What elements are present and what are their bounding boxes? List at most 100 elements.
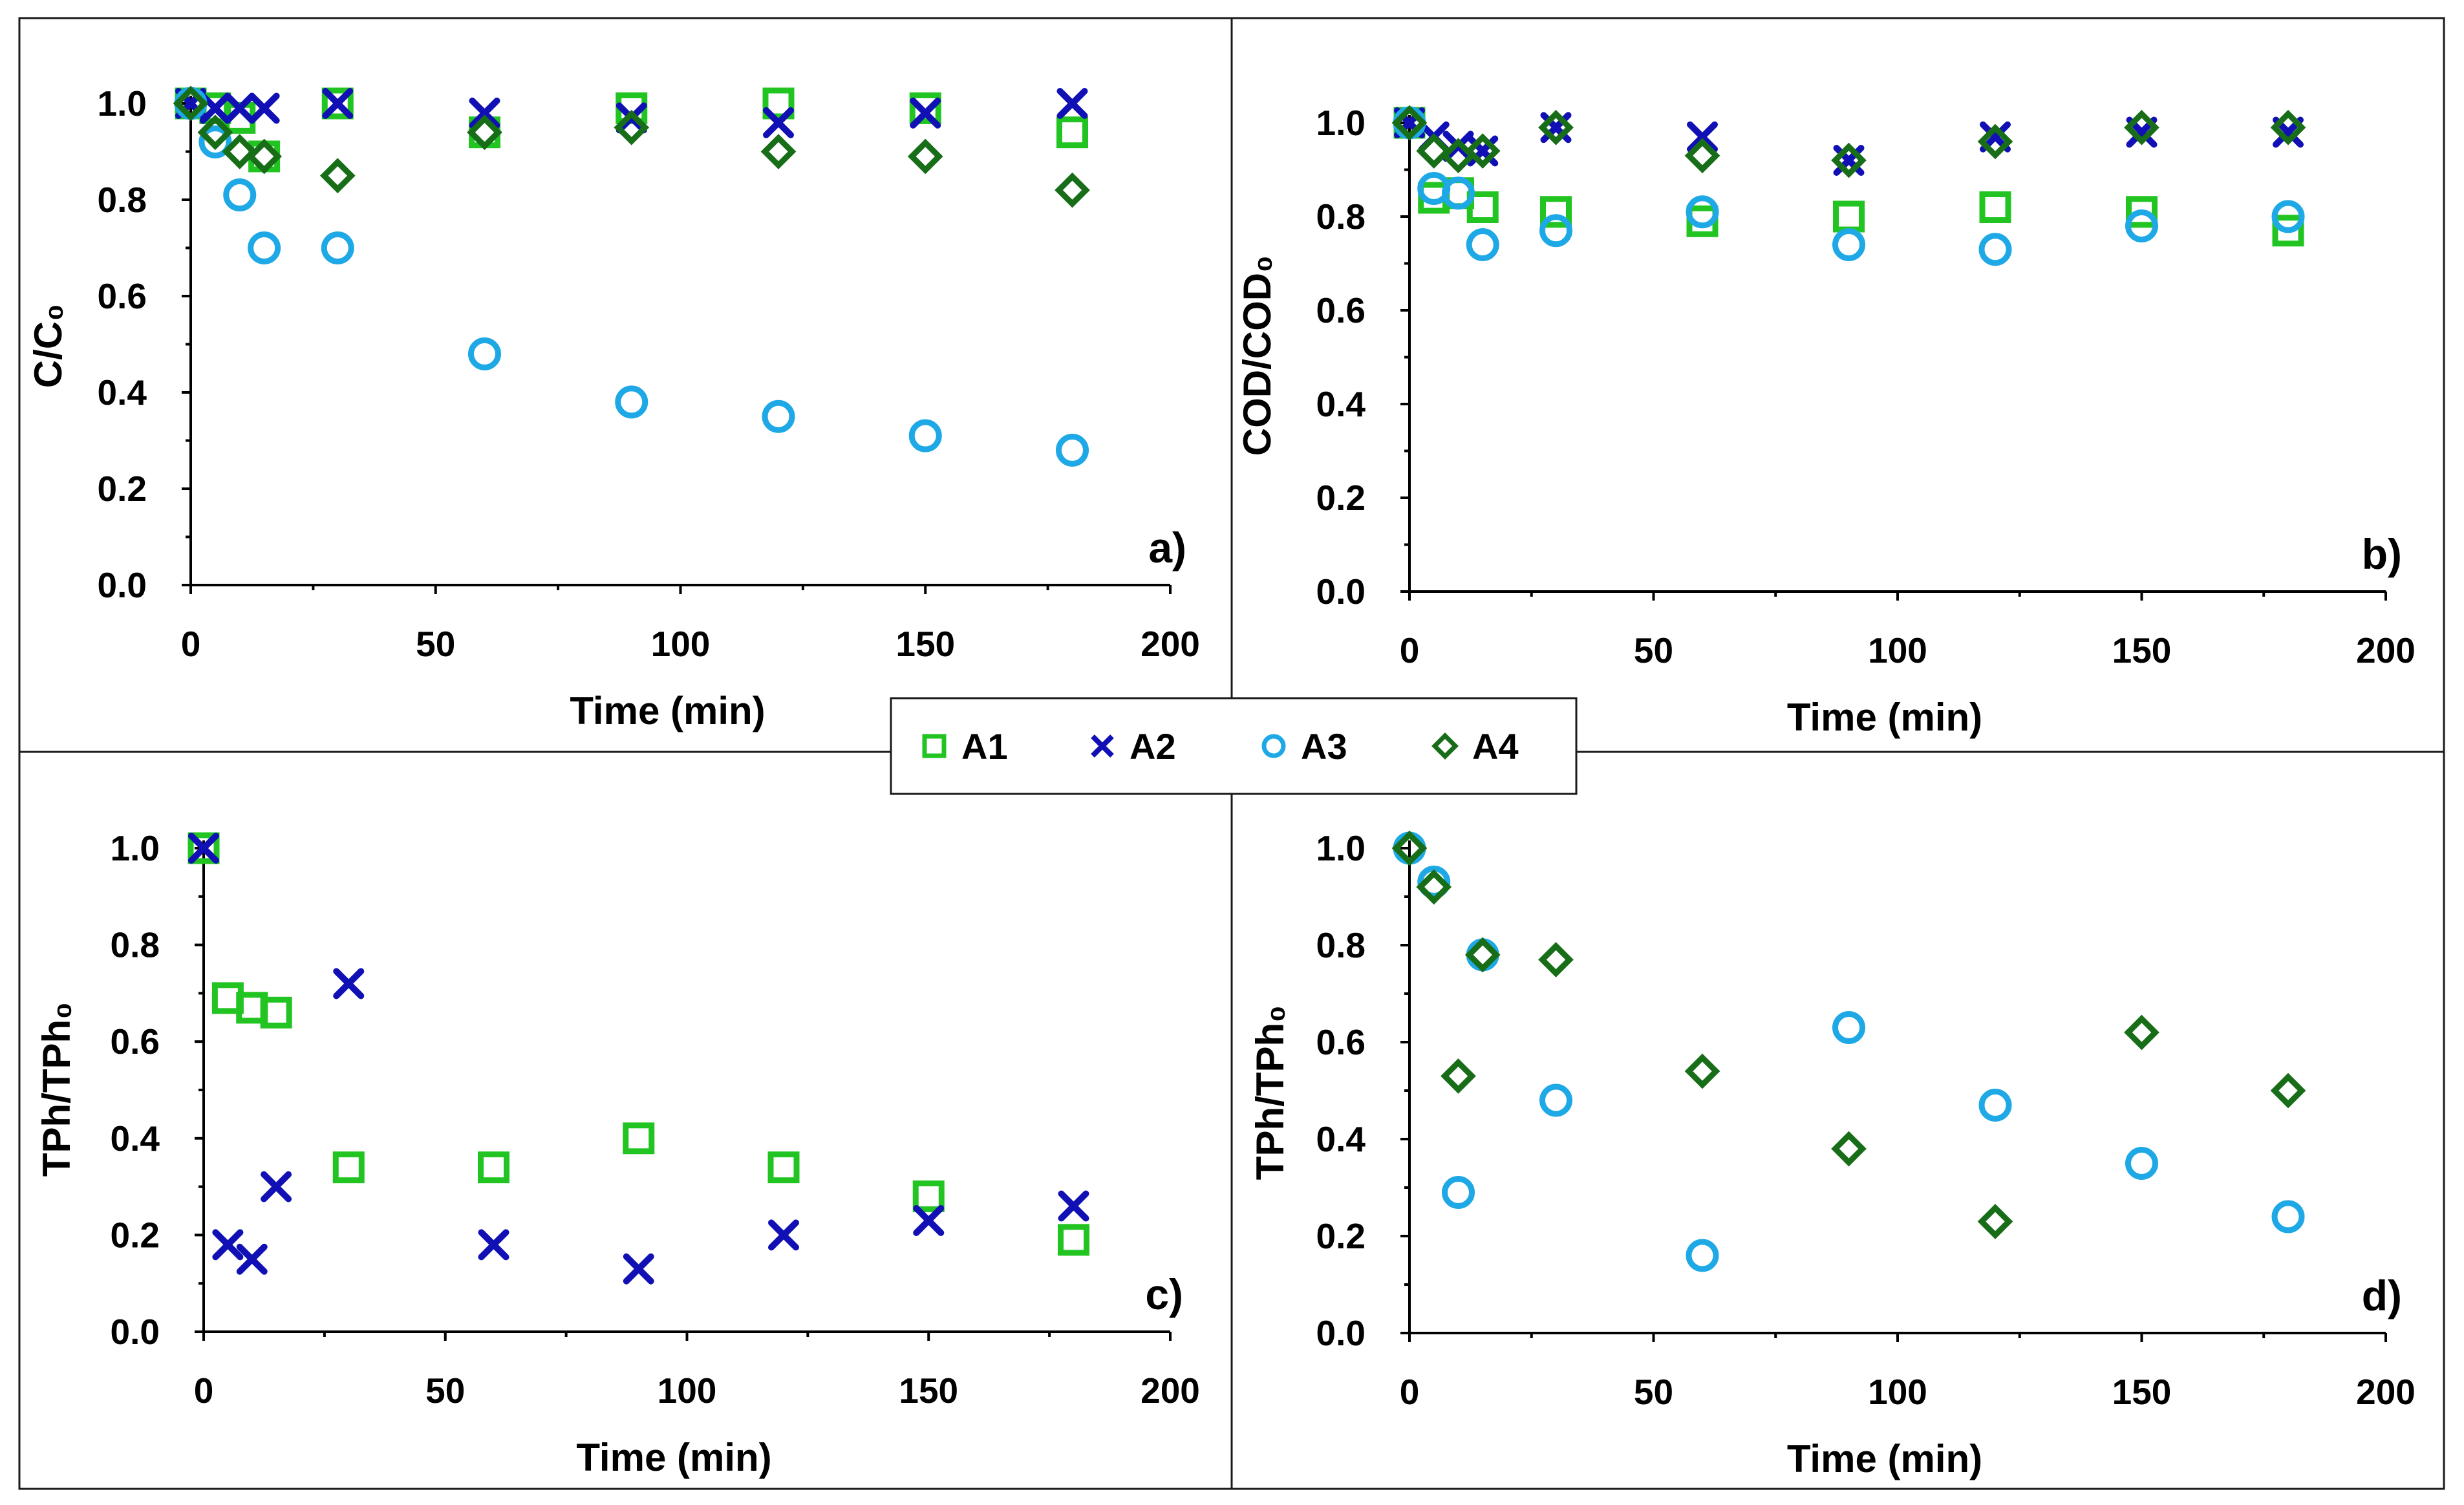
- x-tick-label: 100: [651, 624, 711, 664]
- x-tick-label: 150: [899, 1371, 958, 1411]
- x-tick-label: 200: [1141, 1371, 1200, 1411]
- x-tick-label: 50: [416, 624, 455, 664]
- data-point-a3: [1832, 1011, 1865, 1044]
- data-point-a3: [198, 125, 232, 159]
- data-point-a4: [1391, 830, 1428, 866]
- panel-label: d): [2362, 1272, 2402, 1319]
- data-point-a2: [333, 968, 365, 999]
- data-point-a4: [1464, 937, 1501, 973]
- data-point-a3: [1686, 195, 1719, 229]
- data-point-a2: [763, 107, 794, 138]
- data-point-a2: [322, 88, 354, 119]
- y-tick-label: 0.0: [1316, 571, 1366, 612]
- y-tick-label: 0.0: [98, 565, 147, 605]
- data-point-a1: [767, 1151, 800, 1184]
- legend-label-a4: A4: [1472, 726, 1519, 767]
- data-point-a4: [173, 85, 209, 122]
- data-point-a2: [1058, 1190, 1089, 1222]
- data-point-a2: [469, 97, 500, 129]
- data-point-a3: [1539, 1083, 1572, 1117]
- y-tick-label: 0.6: [111, 1021, 160, 1062]
- y-tick-label: 1.0: [1316, 828, 1366, 868]
- x-tick-label: 100: [658, 1371, 717, 1411]
- y-tick-label: 0.0: [1316, 1313, 1366, 1353]
- data-point-a4: [907, 138, 943, 175]
- y-tick-label: 1.0: [1316, 103, 1366, 143]
- y-tick-label: 0.6: [1316, 290, 1366, 330]
- data-point-a2: [1056, 88, 1088, 119]
- data-point-a4: [1055, 172, 1090, 208]
- data-point-a3: [2271, 200, 2305, 233]
- x-tick-label: 200: [2356, 630, 2416, 670]
- y-tick-label: 0.8: [111, 925, 160, 965]
- legend-entry-a1: A1: [922, 726, 1008, 767]
- data-point-a4: [2124, 1014, 2159, 1051]
- panel-label: c): [1145, 1270, 1183, 1318]
- x-axis-title: Time (min): [1787, 696, 1982, 739]
- data-point-a3: [1442, 1176, 1475, 1209]
- data-point-a2: [768, 1219, 799, 1251]
- data-point-a2: [199, 92, 231, 124]
- data-point-a3: [1539, 214, 1572, 248]
- panels-layer: 0.0 0.2 0.4 0.6 0.8 1.0 0 50 100 150 200 Time (min)…: [18, 17, 2445, 1490]
- data-point-a1: [478, 1151, 509, 1184]
- data-point-a4: [1684, 138, 1720, 174]
- y-tick-label: 0.4: [98, 372, 147, 412]
- data-point-a1: [1540, 196, 1572, 228]
- y-tick-label: 0.2: [1316, 478, 1366, 518]
- panel-label: b): [2362, 530, 2402, 578]
- data-point-a3: [615, 385, 648, 419]
- series-A4: [1391, 830, 2306, 1239]
- series-A4: [1391, 105, 2306, 178]
- x-tick-label: 0: [194, 1371, 214, 1411]
- chart-panel-b: 0.0 0.2 0.4 0.6 0.8 1.0 0 50 100 150 200 Time (min)…: [1230, 17, 2445, 753]
- y-tick-label: 0.8: [98, 180, 147, 220]
- data-point-a1: [1058, 1224, 1089, 1256]
- data-point-a4: [2270, 1073, 2306, 1109]
- legend-marker-a4: [1431, 732, 1459, 760]
- legend-marker-a1: [922, 734, 947, 758]
- data-point-a4: [2270, 109, 2306, 145]
- y-tick-label: 0.8: [1316, 925, 1366, 965]
- x-tick-label: 0: [181, 624, 201, 664]
- data-point-a3: [1466, 228, 1499, 261]
- data-point-a2: [188, 833, 219, 864]
- x-tick-label: 150: [2112, 630, 2172, 670]
- data-point-a3: [762, 400, 795, 433]
- legend-label-a2: A2: [1130, 726, 1176, 767]
- panel-border: [1230, 751, 2445, 1490]
- y-axis-title: C/C₀: [27, 304, 70, 388]
- y-tick-label: 0.6: [98, 276, 147, 316]
- data-point-a2: [236, 1243, 268, 1275]
- data-point-a3: [2271, 1200, 2305, 1233]
- x-tick-label: 0: [1400, 630, 1420, 670]
- data-point-a4: [2124, 109, 2159, 145]
- data-point-a2: [1687, 121, 1718, 153]
- data-point-a4: [1831, 1131, 1867, 1167]
- x-tick-label: 200: [2356, 1372, 2416, 1412]
- y-tick-label: 0.2: [1316, 1216, 1366, 1256]
- data-point-a2: [913, 1204, 945, 1236]
- x-tick-label: 150: [2112, 1372, 2172, 1412]
- data-point-a3: [321, 231, 354, 264]
- data-point-a4: [1684, 1053, 1720, 1089]
- legend-label-a1: A1: [961, 726, 1008, 767]
- data-point-a2: [248, 92, 280, 124]
- data-point-a1: [260, 996, 292, 1029]
- chart-panel-d: 0.0 0.2 0.4 0.6 0.8 1.0 0 50 100 150 200 Time (min)…: [1230, 751, 2445, 1490]
- data-point-a2: [910, 97, 941, 129]
- data-point-a4: [319, 158, 356, 194]
- data-point-a3: [248, 231, 281, 264]
- data-point-a2: [212, 1229, 244, 1261]
- series-A1: [187, 832, 1089, 1256]
- legend-entry-a2: A2: [1091, 726, 1176, 767]
- y-tick-label: 0.2: [98, 469, 147, 509]
- chart-panel-c: 0.0 0.2 0.4 0.6 0.8 1.0 0 50 100 150 200 Time (min)…: [18, 751, 1233, 1490]
- data-point-a2: [1442, 131, 1474, 162]
- data-point-a4: [1538, 109, 1574, 145]
- data-point-a4: [1831, 142, 1867, 178]
- data-point-a4: [467, 114, 502, 151]
- x-tick-label: 100: [1868, 630, 1927, 670]
- data-point-a4: [760, 134, 797, 169]
